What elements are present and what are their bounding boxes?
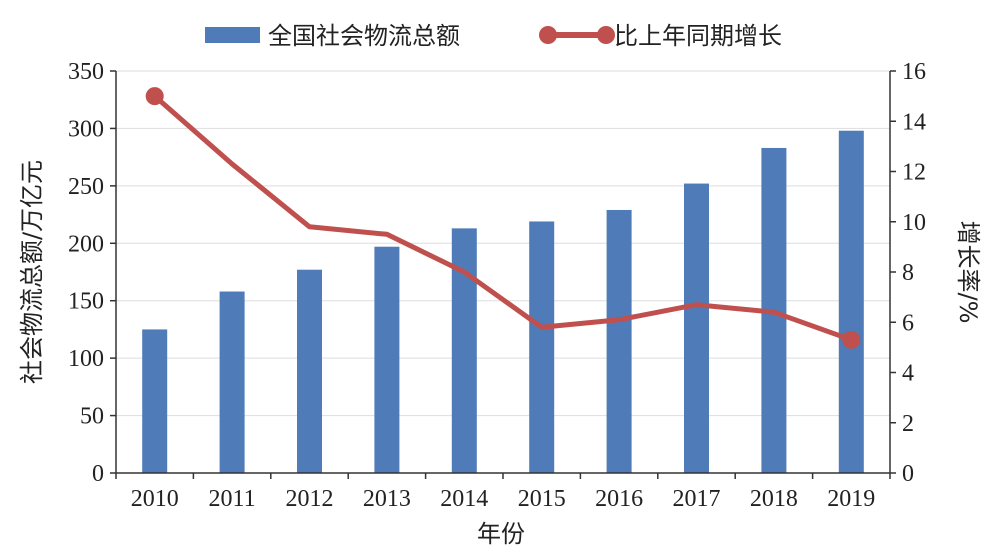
x-tick-label: 2019 xyxy=(827,486,875,512)
x-tick-label: 2016 xyxy=(595,486,643,512)
legend-bar-label: 全国社会物流总额 xyxy=(268,22,460,50)
right-tick-label: 0 xyxy=(902,461,914,487)
bar xyxy=(374,246,400,473)
bar xyxy=(297,269,322,473)
right-tick-label: 14 xyxy=(902,109,926,135)
x-tick-label: 2015 xyxy=(518,486,566,512)
y2-axis-title: 增长率/% xyxy=(954,221,982,324)
bar xyxy=(838,130,864,473)
right-tick-label: 4 xyxy=(902,361,914,387)
x-tick-label: 2012 xyxy=(286,486,334,512)
x-tick-label: 2011 xyxy=(209,486,256,512)
line-point xyxy=(145,87,164,106)
left-tick-label: 50 xyxy=(80,404,104,430)
legend: 全国社会物流总额 比上年同期增长 xyxy=(205,22,782,50)
line-point xyxy=(842,330,861,349)
right-tick-label: 10 xyxy=(902,210,926,236)
left-tick-label: 250 xyxy=(68,174,104,200)
legend-line-label: 比上年同期增长 xyxy=(614,22,782,50)
bar xyxy=(219,291,245,473)
left-tick-label: 300 xyxy=(68,116,104,142)
left-tick-label: 150 xyxy=(68,289,104,315)
x-tick-label: 2010 xyxy=(131,486,179,512)
line-series xyxy=(145,87,861,349)
x-tick-label: 2014 xyxy=(440,486,488,512)
right-axis-ticks: 0 2 4 6 8 10 12 14 16 xyxy=(890,59,926,487)
x-tick-label: 2013 xyxy=(363,486,411,512)
y-axis-title: 社会物流总额/万亿元 xyxy=(18,160,46,384)
x-tick-label: 2017 xyxy=(673,486,721,512)
bar-series xyxy=(142,130,864,473)
growth-line xyxy=(153,94,853,343)
x-axis-title: 年份 xyxy=(477,520,525,548)
right-tick-label: 2 xyxy=(902,411,914,437)
legend-line-marker xyxy=(597,26,615,44)
legend-line-marker xyxy=(539,26,557,44)
x-tick-label: 2018 xyxy=(750,486,798,512)
left-tick-label: 350 xyxy=(68,59,104,85)
bar xyxy=(684,183,709,473)
x-axis-ticks: 2010 2011 2012 2013 2014 2015 2016 2017 2018 2019 xyxy=(115,473,891,512)
right-tick-label: 12 xyxy=(902,160,926,186)
left-axis-ticks: 0 50 100 150 200 250 300 350 xyxy=(68,59,116,487)
left-tick-label: 100 xyxy=(68,346,104,372)
right-tick-label: 6 xyxy=(902,310,914,336)
right-tick-label: 16 xyxy=(902,59,926,85)
left-tick-label: 200 xyxy=(68,231,104,257)
bar xyxy=(606,209,632,473)
right-tick-label: 8 xyxy=(902,260,914,286)
bar xyxy=(142,329,168,473)
grid-lines xyxy=(116,70,890,474)
left-tick-label: 0 xyxy=(92,461,104,487)
legend-bar-swatch xyxy=(205,27,260,43)
bar xyxy=(529,221,555,473)
